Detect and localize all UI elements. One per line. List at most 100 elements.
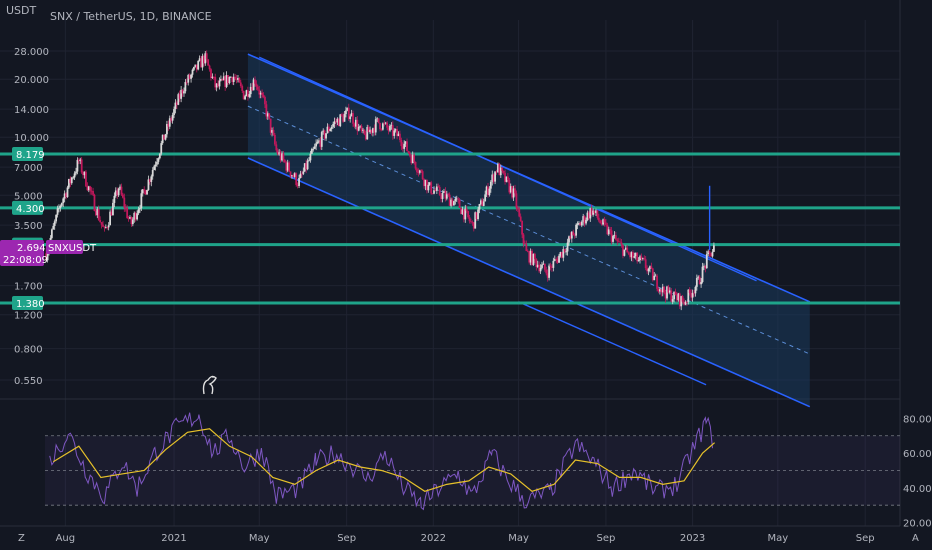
candle-body [188,74,191,79]
candle [400,137,403,151]
candle-body [241,86,244,91]
candle [248,90,251,99]
level-tag-label: 1.380 [16,299,45,310]
candle-body [407,151,410,153]
candle [221,78,224,81]
candle-body [208,65,211,70]
candle [214,73,217,91]
level-price-tag[interactable]: 4.300 [12,200,45,215]
candle [600,220,603,226]
descending-channel [247,53,811,408]
candle-body [614,235,617,240]
candle-body [362,129,364,131]
candle [541,261,543,270]
candle-body [68,179,70,188]
level-price-tag[interactable]: 8.179 [12,147,45,162]
candle-body [191,69,194,75]
candle-body [259,92,262,95]
candle-body [413,154,416,162]
candle-body [86,186,89,191]
candle-body [650,266,653,269]
candle-body [220,78,222,81]
candle [188,73,191,80]
candle [657,287,660,294]
candle [239,79,242,88]
candle [562,246,565,262]
candle-body [455,198,458,200]
candle [146,189,148,195]
candle [406,138,408,152]
candle-body [335,121,337,123]
candle-body [161,134,164,144]
candle [362,127,364,134]
timezone-icon[interactable]: Z [18,533,25,544]
candle [50,228,53,240]
candle-body [207,59,210,66]
candle [549,262,552,271]
candle-body [268,113,271,119]
candle [593,210,596,215]
candle [700,278,703,288]
candle-body [194,64,197,68]
candle-body [370,129,373,133]
candle-body [595,210,597,213]
candle-body [85,171,87,187]
candle-body [548,265,550,278]
candle [281,151,283,162]
candle [369,126,371,135]
candle-body [299,173,302,179]
candle [693,289,695,297]
candle [120,183,123,196]
candle-body [620,242,623,245]
candle-body [704,265,707,269]
channel-midline[interactable] [247,105,810,355]
candle-body [410,155,413,164]
candle [566,238,569,256]
candle-body [535,259,538,267]
candle [462,209,465,223]
auto-scale-icon[interactable]: A [912,533,919,544]
candle-body [639,256,641,261]
candle-body [107,225,110,228]
rsi-ma-line[interactable] [52,428,715,492]
candle-body [65,193,67,198]
candle [204,51,207,66]
candle [252,77,255,91]
candle-body [175,102,178,105]
candle-body [204,53,207,64]
candle [421,169,424,180]
candle [659,287,661,295]
candle [595,208,597,217]
level-tag-label: 8.179 [16,150,45,161]
candle-body [532,253,535,265]
candle-body [231,76,234,82]
candle-body [234,76,237,79]
dino-icon[interactable] [202,375,217,395]
candle [76,157,79,175]
candle [627,251,630,256]
candle [620,239,623,248]
candle-body [124,207,127,209]
candle [680,295,683,311]
channel-parallel-lower[interactable] [518,301,707,386]
candle [670,287,673,303]
candle [538,261,541,274]
candle-body [300,173,303,175]
candle-body [323,130,326,139]
candle [97,205,100,221]
level-price-tag[interactable]: 1.380 [12,296,45,311]
channel-lower-line[interactable] [247,157,811,408]
candle-body [210,69,212,78]
candle [212,76,215,80]
candle [650,262,653,270]
time-axis-label: May [767,533,788,544]
candle [285,160,288,174]
price-axis-label: 3.500 [14,221,43,232]
candle-body [136,213,138,220]
candle [481,197,484,207]
candle [474,211,477,229]
candle [77,157,80,165]
